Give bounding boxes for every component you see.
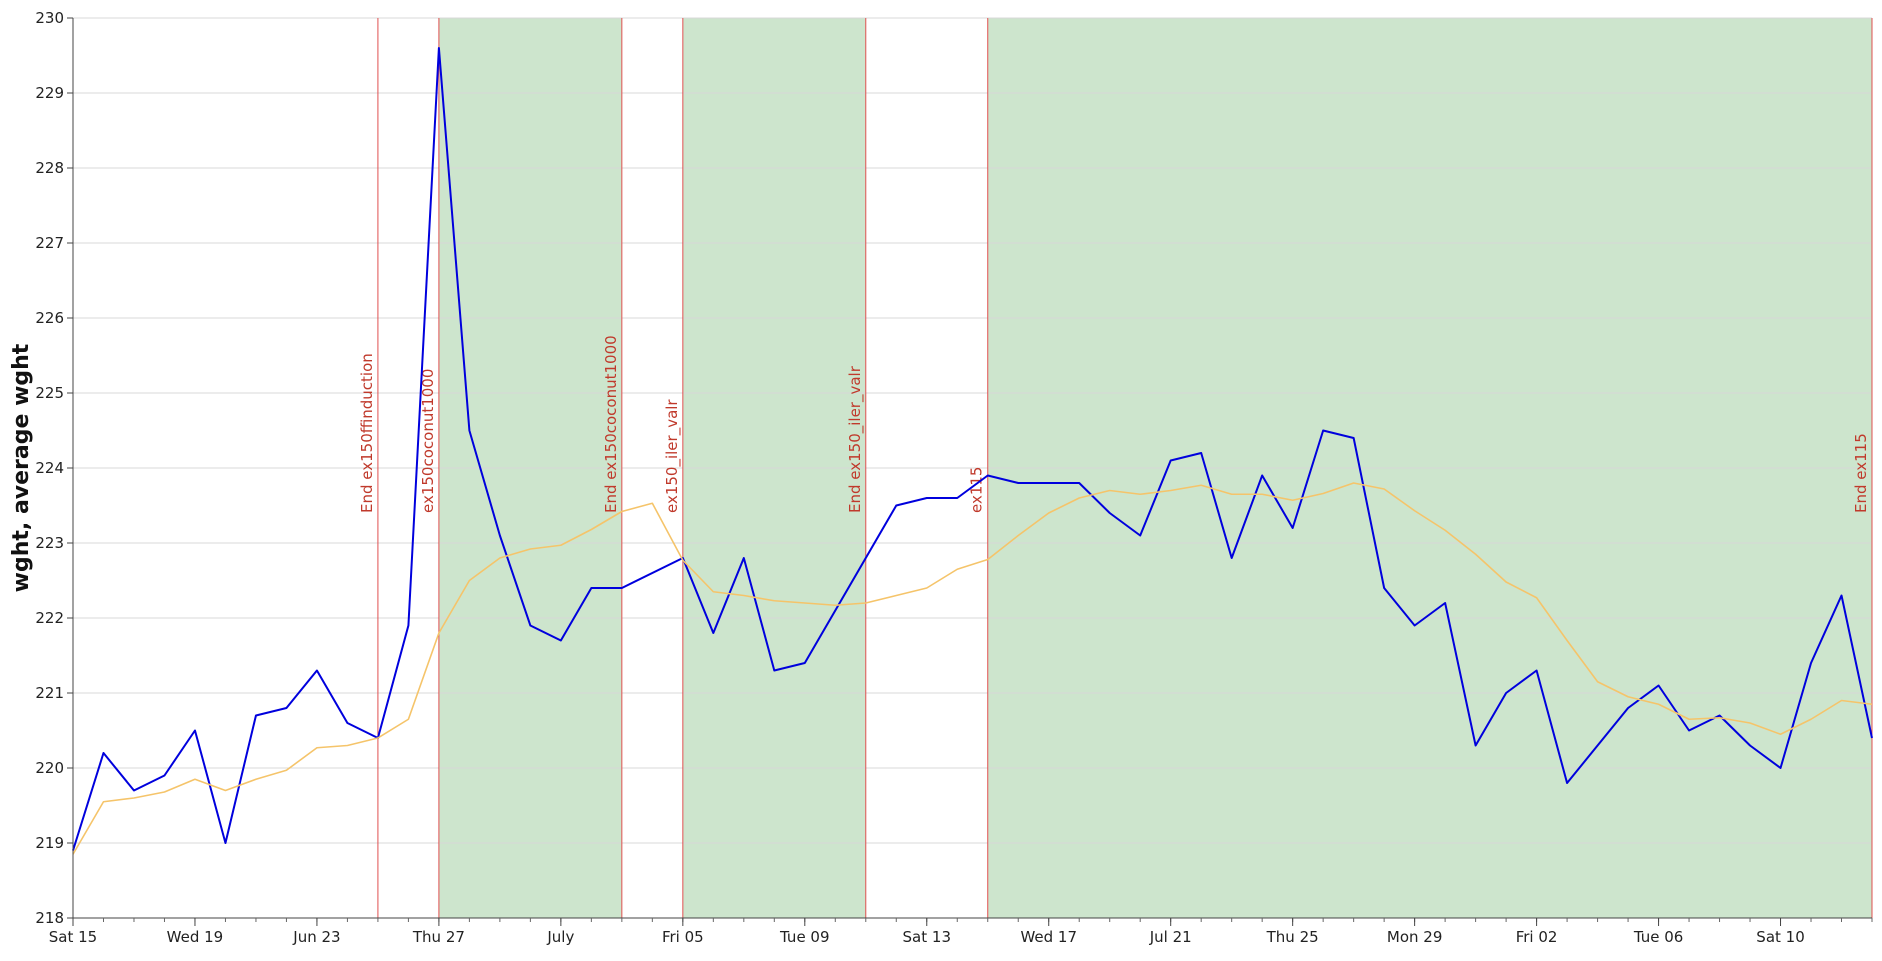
x-tick-label-14: Sat 10 — [1756, 928, 1804, 946]
series-line-0 — [72, 47, 1873, 851]
event-label-2: End ex150coconut1000 — [602, 335, 620, 513]
axes: 218 219 220 221 222 223 224 225 226 227 228 229 230 S… — [35, 9, 1873, 946]
y-tick-label-226: 226 — [35, 309, 64, 327]
y-tick-label-221: 221 — [35, 684, 64, 702]
event-label-0: End ex150ffinduction — [358, 353, 376, 513]
y-tick-label-222: 222 — [35, 609, 64, 627]
x-tick-label-13: Tue 06 — [1633, 928, 1683, 946]
y-tick-label-220: 220 — [35, 759, 64, 777]
x-tick-label-2: Jun 23 — [292, 928, 340, 946]
x-tick-label-5: Fri 05 — [662, 928, 704, 946]
event-label-4: End ex150_iler_valr — [846, 365, 865, 513]
event-label-3: ex150_iler_valr — [663, 399, 682, 513]
x-tick-label-9: Jul 21 — [1149, 928, 1192, 946]
y-tick-label-219: 219 — [35, 834, 64, 852]
y-tick-label-224: 224 — [35, 459, 64, 477]
x-tick-label-0: Sat 15 — [49, 928, 97, 946]
y-tick-label-227: 227 — [35, 234, 64, 252]
x-tick-label-10: Thu 25 — [1266, 928, 1319, 946]
y-axis-label: wght, average wght — [9, 343, 34, 592]
gridlines — [73, 17, 1872, 919]
y-tick-label-228: 228 — [35, 159, 64, 177]
y-tick-label-230: 230 — [35, 9, 64, 27]
series-lines — [72, 47, 1873, 855]
x-tick-label-7: Sat 13 — [903, 928, 951, 946]
event-label-5: ex115 — [968, 467, 986, 513]
x-tick-label-4: July — [546, 928, 574, 946]
y-tick-label-218: 218 — [35, 909, 64, 927]
y-tick-label-229: 229 — [35, 84, 64, 102]
x-tick-label-11: Mon 29 — [1387, 928, 1442, 946]
x-tick-label-3: Thu 27 — [412, 928, 465, 946]
event-markers: End ex150ffinduction ex150coconut1000 End … — [358, 18, 1873, 918]
event-label-6: End ex115 — [1852, 433, 1870, 513]
y-tick-label-223: 223 — [35, 534, 64, 552]
y-tick-label-225: 225 — [35, 384, 64, 402]
x-tick-label-8: Wed 17 — [1020, 928, 1077, 946]
event-label-1: ex150coconut1000 — [419, 369, 437, 513]
x-tick-label-6: Tue 09 — [779, 928, 829, 946]
x-tick-label-12: Fri 02 — [1516, 928, 1558, 946]
x-tick-label-1: Wed 19 — [167, 928, 224, 946]
series-line-1 — [72, 482, 1873, 855]
